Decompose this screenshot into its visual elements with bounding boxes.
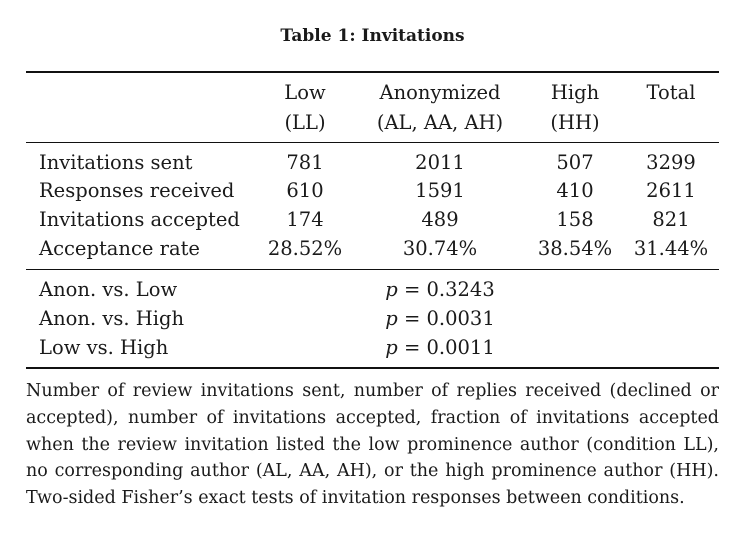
column-header-line2: (AL, AA, AH) [376, 111, 504, 134]
cell-value: 410 [556, 179, 594, 202]
column-header-line2: (HH) [550, 111, 600, 134]
cell-value: 30.74% [402, 237, 478, 260]
cell-value: 821 [652, 208, 690, 231]
header-rule [26, 142, 719, 143]
mid-rule [26, 269, 719, 270]
cell-value: 174 [286, 208, 324, 231]
p-value: p = 0.0011 [385, 337, 494, 359]
cell-value: 781 [286, 151, 324, 174]
p-symbol: p [385, 307, 398, 330]
p-number: = 0.3243 [397, 278, 495, 301]
row-label: Invitations sent [39, 151, 193, 174]
cell-value: 489 [421, 208, 459, 231]
test-label: Anon. vs. High [39, 307, 185, 330]
p-symbol: p [385, 336, 398, 359]
cell-value: 2611 [646, 179, 696, 202]
row-label: Invitations accepted [39, 208, 240, 231]
p-value: p = 0.0031 [385, 308, 494, 330]
bottom-rule [26, 367, 719, 369]
cell-value: 28.52% [267, 237, 343, 260]
row-label: Responses received [39, 179, 235, 202]
cell-value: 610 [286, 179, 324, 202]
table-caption: Table 1: Invitations [280, 26, 465, 46]
p-value: p = 0.3243 [385, 279, 494, 301]
cell-value: 31.44% [633, 237, 709, 260]
row-label: Acceptance rate [39, 237, 200, 260]
cell-value: 2011 [415, 151, 465, 174]
cell-value: 38.54% [537, 237, 613, 260]
test-label: Low vs. High [39, 336, 169, 359]
p-number: = 0.0031 [397, 307, 495, 330]
p-number: = 0.0011 [397, 336, 495, 359]
column-header-line1: Anonymized [379, 81, 501, 104]
cell-value: 507 [556, 151, 594, 174]
column-header-line1: Low [284, 81, 326, 104]
column-header-line1: Total [646, 81, 696, 104]
test-label: Anon. vs. Low [39, 278, 178, 301]
table-footnote: Number of review invitations sent, numbe… [26, 381, 719, 509]
column-header-line1: High [550, 81, 600, 104]
top-rule [26, 71, 719, 73]
column-header-line2: (LL) [284, 111, 326, 134]
cell-value: 3299 [646, 151, 696, 174]
cell-value: 158 [556, 208, 594, 231]
p-symbol: p [385, 278, 398, 301]
cell-value: 1591 [415, 179, 465, 202]
